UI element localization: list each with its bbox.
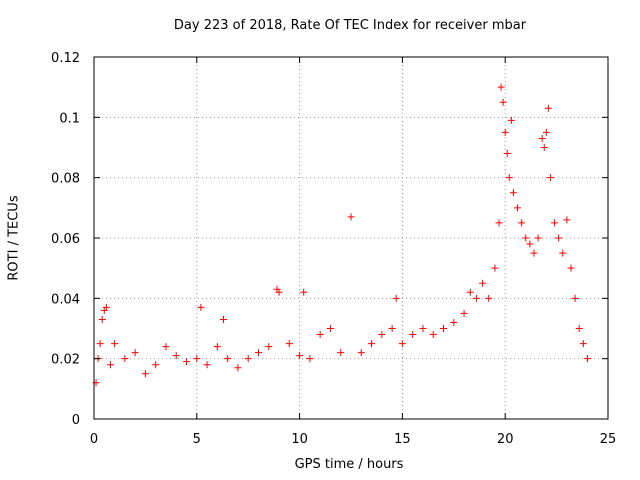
data-point	[162, 343, 170, 351]
data-point	[579, 340, 587, 348]
data-point	[316, 331, 324, 339]
data-point	[429, 331, 437, 339]
y-tick-label: 0.1	[59, 111, 80, 126]
y-tick-label: 0.04	[51, 292, 80, 307]
data-point	[450, 318, 458, 326]
data-point	[559, 249, 567, 257]
data-point	[571, 294, 579, 302]
x-tick-label: 0	[90, 432, 98, 447]
data-point	[583, 355, 591, 363]
data-point	[460, 309, 468, 317]
data-point	[98, 315, 106, 323]
data-point	[234, 364, 242, 372]
data-point	[534, 234, 542, 242]
data-point	[203, 361, 211, 369]
data-point	[546, 174, 554, 182]
data-point	[183, 358, 191, 366]
data-point	[141, 370, 149, 378]
data-point	[575, 325, 583, 332]
x-tick-label: 25	[600, 432, 617, 447]
data-point	[440, 325, 448, 332]
data-point	[544, 104, 552, 112]
data-point	[96, 340, 104, 348]
data-point	[388, 325, 396, 332]
chart-title: Day 223 of 2018, Rate Of TEC Index for r…	[173, 18, 527, 33]
axis-ticks: 0 5 10 15 20 25 0 0.02 0.04 0.06 0.08 0.1 0.12	[51, 51, 616, 447]
data-point	[172, 352, 180, 360]
data-point	[244, 355, 252, 363]
data-point	[285, 340, 293, 348]
x-tick-label: 20	[497, 432, 514, 447]
y-tick-label: 0.08	[51, 172, 80, 187]
data-point	[567, 264, 575, 272]
data-point	[392, 294, 400, 302]
data-point	[555, 234, 563, 242]
y-tick-label: 0	[72, 413, 80, 428]
x-tick-label: 5	[193, 432, 201, 447]
data-point	[540, 144, 548, 151]
data-point	[509, 189, 517, 197]
data-point	[542, 128, 550, 136]
data-point	[337, 349, 345, 357]
data-point	[265, 343, 273, 351]
data-point	[398, 340, 406, 348]
data-point	[466, 288, 474, 296]
data-point	[507, 116, 515, 124]
data-point	[563, 216, 571, 224]
data-point	[326, 325, 334, 332]
x-tick-label: 10	[291, 432, 308, 447]
data-point	[514, 204, 522, 212]
data-point	[491, 264, 499, 272]
data-point	[347, 213, 355, 221]
data-points	[92, 83, 591, 387]
data-point	[526, 240, 534, 248]
data-point	[419, 325, 427, 332]
data-point	[505, 174, 513, 182]
data-point	[193, 355, 201, 363]
data-point	[530, 249, 538, 257]
data-point	[368, 340, 376, 348]
data-point	[197, 303, 205, 311]
data-point	[499, 98, 507, 106]
data-point	[306, 355, 314, 363]
data-point	[472, 294, 480, 302]
data-point	[503, 150, 511, 158]
data-point	[378, 331, 386, 339]
data-point	[220, 315, 228, 323]
data-point	[131, 349, 139, 357]
y-tick-label: 0.06	[51, 232, 80, 247]
data-point	[479, 279, 487, 287]
data-point	[518, 219, 526, 227]
data-point	[102, 303, 110, 311]
data-point	[538, 134, 546, 142]
data-point	[121, 355, 129, 363]
grid-lines	[94, 57, 608, 419]
data-point	[106, 361, 114, 369]
data-point	[275, 288, 283, 296]
data-point	[485, 294, 493, 302]
x-tick-label: 15	[394, 432, 411, 447]
data-point	[254, 349, 262, 357]
x-axis-label: GPS time / hours	[294, 457, 404, 472]
data-point	[224, 355, 232, 363]
data-point	[111, 340, 119, 348]
data-point	[409, 331, 417, 339]
data-point	[152, 361, 160, 369]
data-point	[213, 343, 221, 351]
data-point	[300, 288, 308, 296]
data-point	[495, 219, 503, 227]
y-tick-label: 0.02	[51, 353, 80, 368]
data-point	[551, 219, 559, 227]
data-point	[497, 83, 505, 91]
data-point	[296, 352, 304, 360]
data-point	[522, 234, 530, 242]
data-point	[357, 349, 365, 357]
y-tick-label: 0.12	[51, 51, 80, 66]
data-point	[501, 128, 509, 136]
